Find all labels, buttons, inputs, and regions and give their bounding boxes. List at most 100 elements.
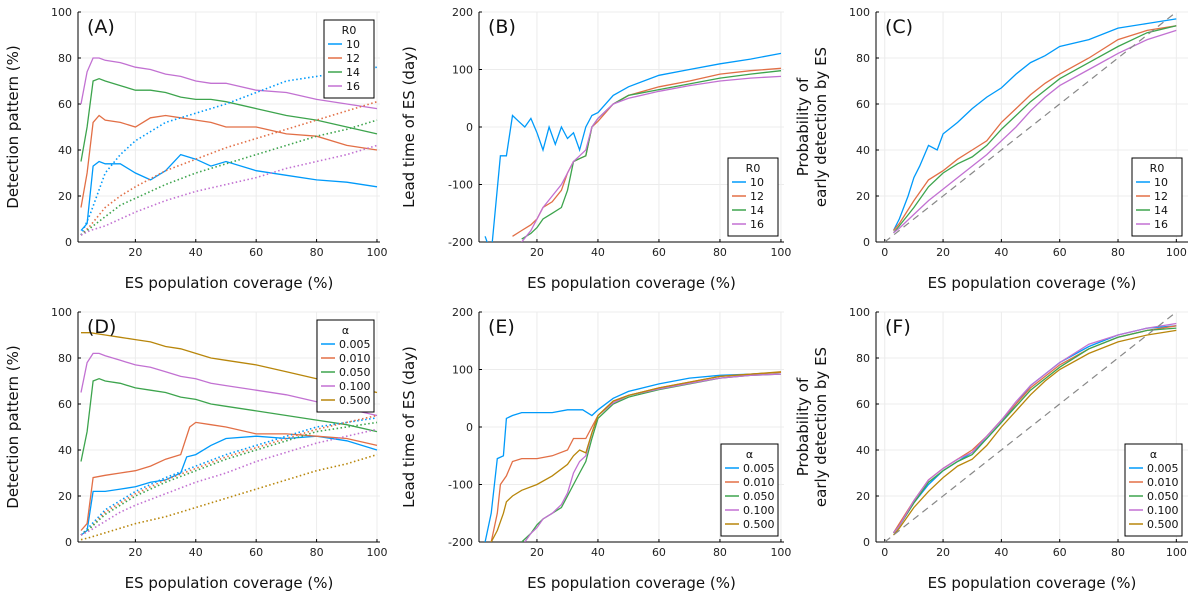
y-tick-label: 40 (856, 444, 870, 457)
y-axis-label: Probability ofearly detection by ES (794, 347, 830, 507)
legend-item-label: 12 (1154, 190, 1168, 203)
y-tick-label: 40 (58, 444, 72, 457)
y-axis-label: Lead time of ES (day) (400, 46, 418, 208)
panel-label: (A) (87, 16, 115, 38)
x-tick-label: 40 (994, 246, 1008, 259)
series-line-0.500-solid (893, 329, 1177, 536)
legend-item-label: 12 (346, 52, 360, 65)
x-tick-label: 100 (770, 546, 791, 559)
legend-item-label: 0.100 (1147, 504, 1179, 517)
series-line-10-solid (484, 52, 782, 242)
y-tick-label: 80 (58, 52, 72, 65)
legend-box (727, 157, 779, 237)
series-line-0.100-solid (893, 322, 1177, 534)
y-tick-label: 100 (452, 364, 473, 377)
legend-item-label: 16 (1154, 218, 1168, 231)
chart-panel-6: 0 20 40 60 80 100 0 20 40 60 80 100 ES population co… (794, 306, 1188, 592)
legend-item-label: 0.500 (743, 518, 775, 531)
y-tick-label: -100 (448, 479, 473, 492)
legend-title: α (746, 448, 753, 461)
y-tick-label: 100 (51, 6, 72, 19)
series-line-16-solid (521, 75, 782, 242)
legend-item-label: 10 (750, 176, 764, 189)
x-tick-label: 40 (591, 246, 605, 259)
legend-item-label: 16 (346, 80, 360, 93)
x-tick-label: 60 (652, 546, 666, 559)
x-tick-label: 100 (1166, 546, 1187, 559)
y-tick-label: 0 (466, 421, 473, 434)
x-tick-label: 20 (936, 246, 950, 259)
x-tick-label: 60 (1053, 546, 1067, 559)
legend-item-label: 0.005 (743, 462, 775, 475)
x-tick-label: 60 (249, 246, 263, 259)
x-tick-label: 80 (310, 246, 324, 259)
y-tick-label: 100 (849, 306, 870, 319)
series-line-12-solid (893, 25, 1177, 231)
series-line-14-dotted (80, 119, 378, 236)
x-tick-label: 100 (770, 246, 791, 259)
y-tick-label: 80 (58, 352, 72, 365)
chart-panel-2: 20 40 60 80 100 -200 -100 0 100 200 ES population … (400, 6, 791, 292)
series-line-0.500-solid (490, 371, 782, 542)
x-tick-label: 80 (1111, 546, 1125, 559)
x-tick-label: 80 (1111, 246, 1125, 259)
legend-item-label: 0.050 (1147, 490, 1179, 503)
series-line-16-dotted (80, 144, 378, 236)
series-line-0.100-dotted (80, 428, 378, 536)
legend-title: R0 (746, 162, 761, 175)
x-tick-label: 80 (713, 246, 727, 259)
y-tick-label: 60 (58, 98, 72, 111)
x-axis-label: ES population coverage (%) (928, 274, 1137, 292)
x-tick-label: 80 (713, 546, 727, 559)
series-line-reference-dashed (884, 312, 1177, 542)
y-tick-label: 0 (863, 236, 870, 249)
y-tick-label: 100 (51, 306, 72, 319)
y-tick-label: 80 (856, 52, 870, 65)
x-axis-label: ES population coverage (%) (527, 574, 736, 592)
series-line-0.050-dotted (80, 421, 378, 536)
y-tick-label: 20 (58, 490, 72, 503)
x-axis-label: ES population coverage (%) (527, 274, 736, 292)
y-tick-label: -200 (448, 536, 473, 549)
legend-title: α (342, 324, 349, 337)
y-axis-label: Detection pattern (%) (4, 45, 22, 208)
panel-label: (B) (488, 16, 516, 38)
x-tick-label: 20 (530, 246, 544, 259)
series-line-14-solid (893, 25, 1177, 234)
y-tick-label: 100 (849, 6, 870, 19)
legend-item-label: 0.100 (743, 504, 775, 517)
y-axis-label: Detection pattern (%) (4, 345, 22, 508)
legend-item-label: 14 (1154, 204, 1168, 217)
y-tick-label: 80 (856, 352, 870, 365)
legend-item-label: 12 (750, 190, 764, 203)
x-tick-label: 100 (366, 546, 387, 559)
series-line-0.050-solid (893, 327, 1177, 534)
y-tick-label: 0 (466, 121, 473, 134)
legend-box (316, 319, 375, 413)
legend-item-label: 0.050 (743, 490, 775, 503)
series-line-0.100-solid (524, 373, 782, 542)
y-tick-label: 60 (856, 398, 870, 411)
x-tick-label: 20 (530, 546, 544, 559)
y-tick-label: 20 (58, 190, 72, 203)
y-tick-label: 200 (452, 6, 473, 19)
legend-item-label: 16 (750, 218, 764, 231)
legend-item-label: 0.050 (339, 366, 371, 379)
x-axis-label: ES population coverage (%) (125, 274, 334, 292)
chart-panel-5: 20 40 60 80 100 -200 -100 0 100 200 ES population … (400, 306, 791, 592)
legend-item-label: 0.100 (339, 380, 371, 393)
legend-item-label: 14 (750, 204, 764, 217)
x-tick-label: 80 (310, 546, 324, 559)
panel-label: (C) (885, 16, 913, 38)
legend-item-label: 0.005 (1147, 462, 1179, 475)
series-line-0.010-dotted (80, 414, 378, 536)
legend-item-label: 0.500 (339, 394, 371, 407)
series-line-0.050-solid (80, 378, 378, 462)
y-tick-label: 40 (58, 144, 72, 157)
x-tick-label: 0 (881, 546, 888, 559)
legend-item-label: 0.010 (743, 476, 775, 489)
series-line-0.500-dotted (80, 453, 378, 541)
